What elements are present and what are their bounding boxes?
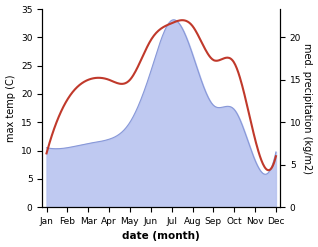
Y-axis label: max temp (C): max temp (C) xyxy=(5,74,16,142)
X-axis label: date (month): date (month) xyxy=(122,231,200,242)
Y-axis label: med. precipitation (kg/m2): med. precipitation (kg/m2) xyxy=(302,43,313,174)
